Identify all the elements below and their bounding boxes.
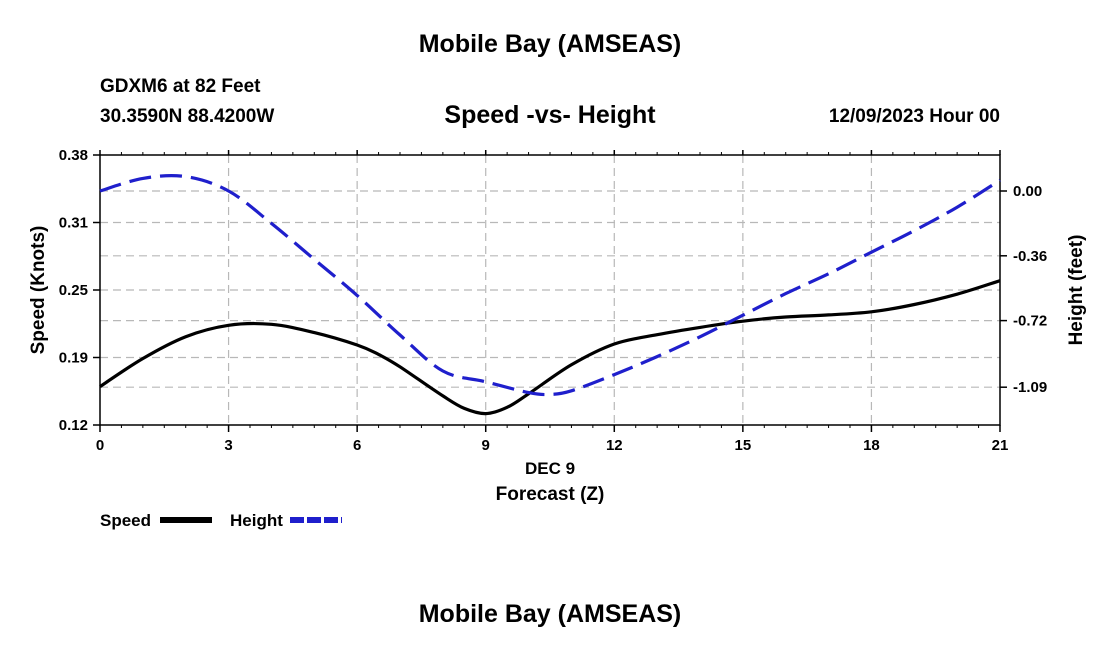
y-right-tick-label: -0.36: [1013, 248, 1047, 265]
x-tick-label: 18: [863, 437, 880, 454]
y-left-tick-label: 0.25: [59, 282, 88, 299]
x-axis-day-label: DEC 9: [525, 459, 575, 478]
forecast-datetime: 12/09/2023 Hour 00: [828, 106, 1000, 127]
chart-title: Mobile Bay (AMSEAS): [418, 30, 682, 58]
x-tick-label: 15: [735, 437, 752, 454]
axis-ticks: 0 3 6 9 12 15 18 21 0.12 0.19 0.25 0.31 0.38 0.00 -0.3…: [59, 147, 1047, 454]
y-left-tick-label: 0.12: [59, 417, 88, 434]
x-tick-label: 0: [96, 437, 104, 454]
x-axis-label: Forecast (Z): [496, 484, 605, 505]
y-left-tick-label: 0.38: [59, 147, 88, 164]
x-tick-label: 9: [482, 437, 490, 454]
x-tick-label: 6: [353, 437, 361, 454]
y-left-tick-label: 0.19: [59, 350, 88, 367]
legend: Speed Height: [100, 511, 342, 530]
y-axis-right-label: Height (feet): [1066, 235, 1087, 346]
x-tick-label: 21: [992, 437, 1009, 454]
x-tick-label: 12: [606, 437, 623, 454]
footer-title: Mobile Bay (AMSEAS): [418, 600, 682, 628]
legend-label-height: Height: [230, 511, 283, 530]
y-right-tick-label: -0.72: [1013, 313, 1047, 330]
y-left-tick-label: 0.31: [59, 215, 88, 232]
series-line-height: [99, 174, 1001, 397]
grid: [100, 155, 1000, 425]
x-tick-label: 3: [224, 437, 232, 454]
series-lines: [99, 174, 1001, 416]
station-coordinates: 30.3590N 88.4200W: [100, 106, 275, 127]
y-right-tick-label: -1.09: [1013, 379, 1047, 396]
y-axis-left-label: Speed (Knots): [28, 226, 49, 355]
chart-subtitle: Speed -vs- Height: [444, 101, 656, 129]
series-line-speed: [99, 279, 1001, 416]
station-label: GDXM6 at 82 Feet: [100, 76, 261, 97]
y-right-tick-label: 0.00: [1013, 183, 1042, 200]
legend-label-speed: Speed: [100, 511, 151, 530]
